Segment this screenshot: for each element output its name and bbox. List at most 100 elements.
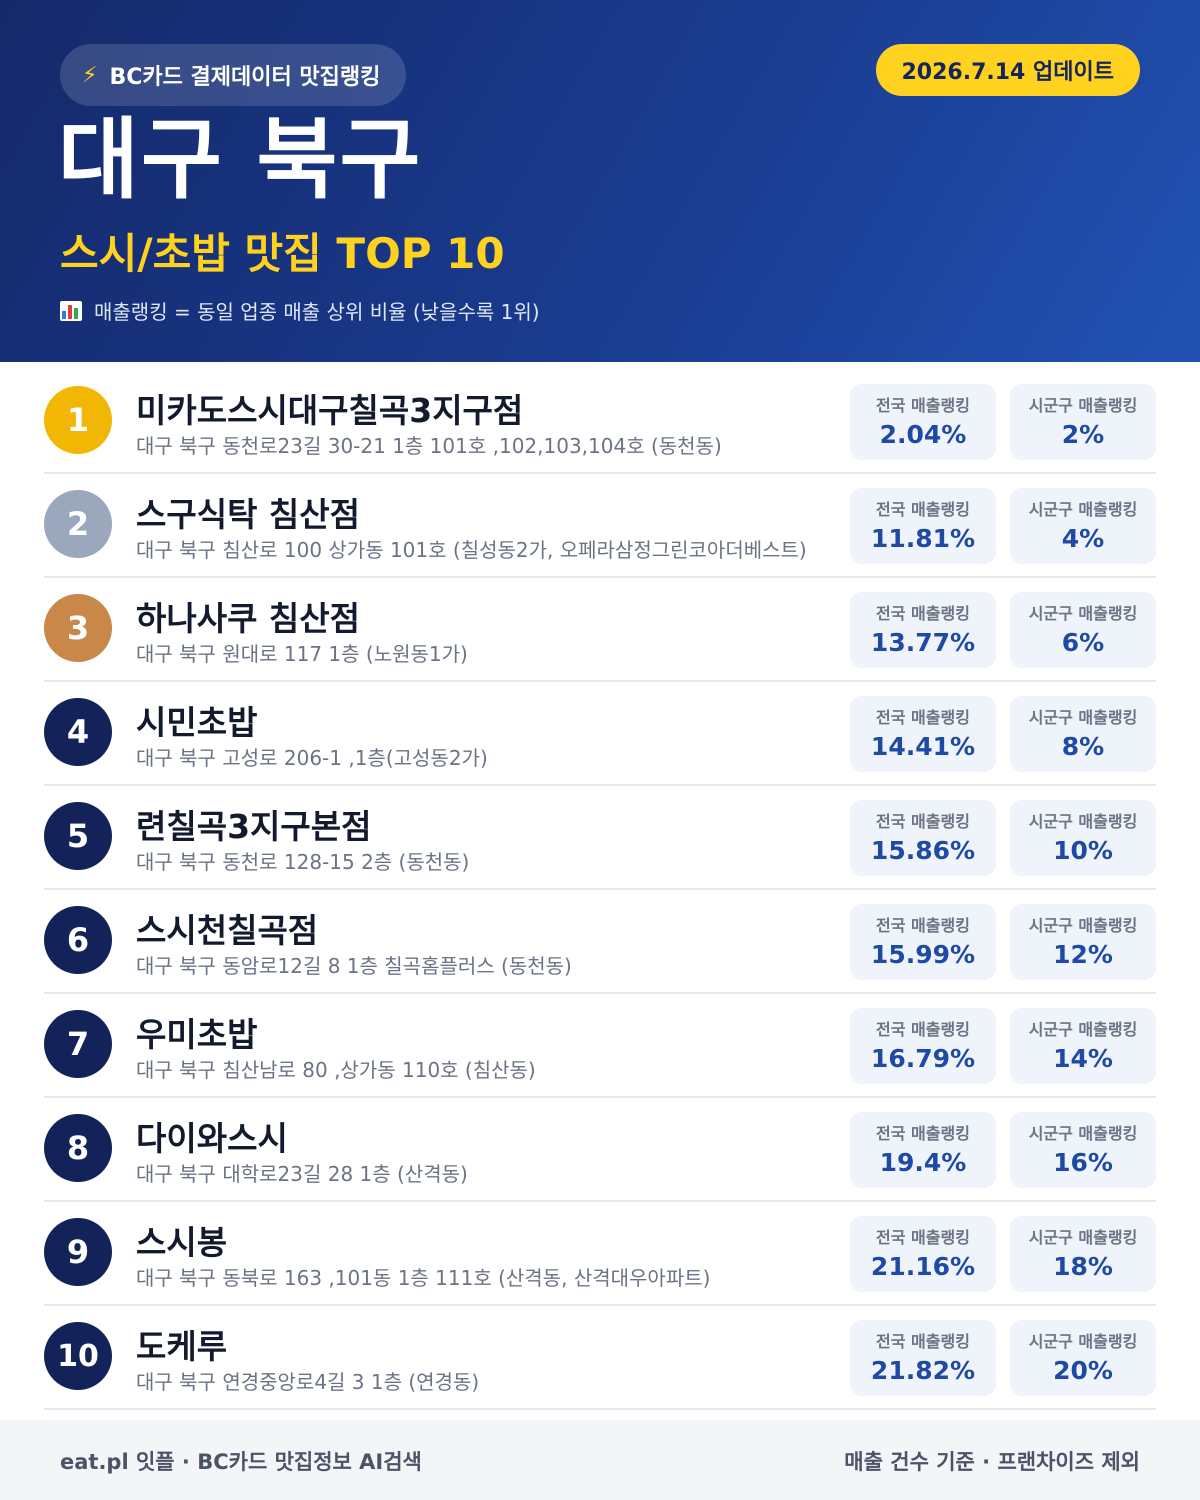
local-ranking-box: 시군구 매출랭킹 18% [1010,1216,1156,1292]
national-ranking-box: 전국 매출랭킹 11.81% [850,488,996,564]
restaurant-name[interactable]: 련칠곡3지구본점 [136,807,372,846]
restaurant-name[interactable]: 하나사쿠 침산점 [136,599,361,638]
lightning-bolt-icon: ⚡ [82,62,98,88]
local-ranking-box: 시군구 매출랭킹 10% [1010,800,1156,876]
local-ranking-box: 시군구 매출랭킹 14% [1010,1008,1156,1084]
national-ranking-label: 전국 매출랭킹 [876,604,970,623]
restaurant-address: 대구 북구 원대로 117 1층 (노원동1가) [136,642,468,666]
local-ranking-value: 12% [1053,940,1113,969]
restaurant-name[interactable]: 스시천칠곡점 [136,911,319,950]
restaurant-name[interactable]: 우미초밥 [136,1015,258,1054]
local-ranking-value: 16% [1053,1148,1113,1177]
local-ranking-box: 시군구 매출랭킹 16% [1010,1112,1156,1188]
national-ranking-label: 전국 매출랭킹 [876,708,970,727]
rank-badge: 9 [44,1218,112,1286]
national-ranking-label: 전국 매출랭킹 [876,1124,970,1143]
restaurant-name[interactable]: 도케루 [136,1327,228,1366]
local-ranking-label: 시군구 매출랭킹 [1028,500,1138,519]
update-date-badge: 2026.7.14 업데이트 [875,44,1140,96]
local-ranking-value: 6% [1061,628,1105,657]
rank-badge: 7 [44,1010,112,1078]
restaurant-name[interactable]: 시민초밥 [136,703,258,742]
footer-criteria: 매출 건수 기준 · 프랜차이즈 제외 [844,1450,1140,1474]
national-ranking-value: 14.41% [870,732,976,761]
local-ranking-box: 시군구 매출랭킹 20% [1010,1320,1156,1396]
local-ranking-value: 2% [1061,420,1105,449]
ranking-note-text: 매출랭킹 = 동일 업종 매출 상위 비율 (낮을수록 1위) [94,300,540,324]
national-ranking-value: 11.81% [870,524,976,553]
national-ranking-value: 19.4% [879,1148,967,1177]
bar-chart-icon [60,300,82,321]
local-ranking-label: 시군구 매출랭킹 [1028,1332,1138,1351]
update-label: 2026.7.14 업데이트 [901,60,1115,85]
national-ranking-value: 15.86% [870,836,976,865]
restaurant-address: 대구 북구 대학로23길 28 1층 (산격동) [136,1162,468,1186]
local-ranking-value: 10% [1053,836,1113,865]
national-ranking-box: 전국 매출랭킹 13.77% [850,592,996,668]
local-ranking-box: 시군구 매출랭킹 12% [1010,904,1156,980]
ranking-note: 매출랭킹 = 동일 업종 매출 상위 비율 (낮을수록 1위) [60,296,540,325]
national-ranking-box: 전국 매출랭킹 15.99% [850,904,996,980]
local-ranking-label: 시군구 매출랭킹 [1028,812,1138,831]
national-ranking-box: 전국 매출랭킹 16.79% [850,1008,996,1084]
local-ranking-label: 시군구 매출랭킹 [1028,1124,1138,1143]
national-ranking-label: 전국 매출랭킹 [876,500,970,519]
local-ranking-value: 14% [1053,1044,1113,1073]
rank-badge: 1 [44,386,112,454]
restaurant-address: 대구 북구 침산로 100 상가동 101호 (칠성동2가, 오페라삼정그린코아… [136,538,807,562]
national-ranking-box: 전국 매출랭킹 2.04% [850,384,996,460]
national-ranking-label: 전국 매출랭킹 [876,396,970,415]
rank-badge: 4 [44,698,112,766]
national-ranking-box: 전국 매출랭킹 19.4% [850,1112,996,1188]
local-ranking-label: 시군구 매출랭킹 [1028,1228,1138,1247]
restaurant-name[interactable]: 다이와스시 [136,1119,288,1158]
local-ranking-value: 18% [1053,1252,1113,1281]
restaurant-list: 1 미카도스시대구칠곡3지구점 대구 북구 동천로23길 30-21 1층 101호… [44,370,1156,1410]
national-ranking-value: 21.82% [870,1356,976,1385]
restaurant-address: 대구 북구 연경중앙로4길 3 1층 (연경동) [136,1370,480,1394]
national-ranking-label: 전국 매출랭킹 [876,1020,970,1039]
restaurant-address: 대구 북구 동암로12길 8 1층 칠곡홈플러스 (동천동) [136,954,572,978]
local-ranking-value: 8% [1061,732,1105,761]
rank-badge: 3 [44,594,112,662]
rank-badge: 8 [44,1114,112,1182]
national-ranking-label: 전국 매출랭킹 [876,916,970,935]
national-ranking-label: 전국 매출랭킹 [876,1332,970,1351]
restaurant-name[interactable]: 스시봉 [136,1223,228,1262]
local-ranking-label: 시군구 매출랭킹 [1028,916,1138,935]
category-title: 스시/초밥 맛집 TOP 10 [60,229,505,278]
local-ranking-box: 시군구 매출랭킹 8% [1010,696,1156,772]
national-ranking-box: 전국 매출랭킹 14.41% [850,696,996,772]
local-ranking-label: 시군구 매출랭킹 [1028,1020,1138,1039]
national-ranking-value: 16.79% [870,1044,976,1073]
restaurant-name[interactable]: 스구식탁 침산점 [136,495,361,534]
rank-badge: 2 [44,490,112,558]
restaurant-row[interactable]: 9 스시봉 대구 북구 동북로 163 ,101동 1층 111호 (산격동, 산격… [44,1202,1156,1306]
local-ranking-box: 시군구 매출랭킹 6% [1010,592,1156,668]
rank-badge: 6 [44,906,112,974]
local-ranking-label: 시군구 매출랭킹 [1028,396,1138,415]
restaurant-row[interactable]: 1 미카도스시대구칠곡3지구점 대구 북구 동천로23길 30-21 1층 101호… [44,370,1156,474]
footer: eat.pl 잇플 · BC카드 맛집정보 AI검색 매출 건수 기준 · 프랜… [0,1420,1200,1500]
national-ranking-box: 전국 매출랭킹 15.86% [850,800,996,876]
restaurant-address: 대구 북구 동천로 128-15 2층 (동천동) [136,850,470,874]
rank-badge: 5 [44,802,112,870]
national-ranking-label: 전국 매출랭킹 [876,812,970,831]
local-ranking-label: 시군구 매출랭킹 [1028,604,1138,623]
national-ranking-label: 전국 매출랭킹 [876,1228,970,1247]
local-ranking-value: 4% [1061,524,1105,553]
local-ranking-value: 20% [1053,1356,1113,1385]
restaurant-address: 대구 북구 고성로 206-1 ,1층(고성동2가) [136,746,488,770]
rank-badge: 10 [44,1322,112,1390]
local-ranking-box: 시군구 매출랭킹 2% [1010,384,1156,460]
restaurant-row[interactable]: 7 우미초밥 대구 북구 침산남로 80 ,상가동 110호 (침산동) 전국 매출랭… [44,994,1156,1098]
local-ranking-box: 시군구 매출랭킹 4% [1010,488,1156,564]
restaurant-name[interactable]: 미카도스시대구칠곡3지구점 [136,391,524,430]
